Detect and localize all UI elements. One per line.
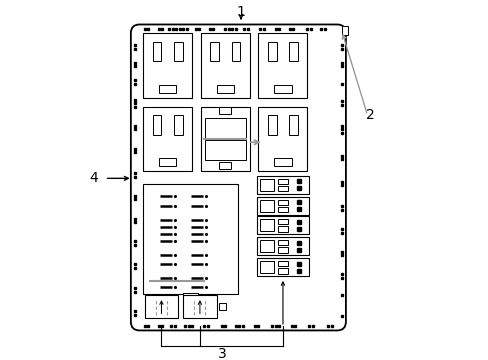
FancyBboxPatch shape: [277, 186, 287, 192]
FancyBboxPatch shape: [277, 207, 287, 212]
FancyBboxPatch shape: [256, 258, 308, 276]
FancyBboxPatch shape: [258, 33, 307, 98]
FancyBboxPatch shape: [258, 107, 307, 171]
FancyBboxPatch shape: [219, 303, 225, 310]
FancyBboxPatch shape: [277, 199, 287, 205]
FancyBboxPatch shape: [219, 162, 231, 168]
FancyBboxPatch shape: [159, 85, 176, 93]
FancyBboxPatch shape: [174, 116, 182, 135]
FancyBboxPatch shape: [277, 226, 287, 231]
FancyBboxPatch shape: [274, 158, 291, 166]
FancyBboxPatch shape: [267, 116, 276, 135]
FancyBboxPatch shape: [277, 179, 287, 184]
FancyBboxPatch shape: [182, 293, 198, 300]
FancyBboxPatch shape: [256, 216, 308, 234]
Text: 4: 4: [90, 171, 98, 185]
FancyBboxPatch shape: [277, 261, 287, 266]
FancyBboxPatch shape: [277, 247, 287, 252]
FancyBboxPatch shape: [341, 26, 347, 35]
FancyBboxPatch shape: [260, 261, 273, 274]
Text: 1: 1: [236, 5, 245, 19]
FancyBboxPatch shape: [256, 237, 308, 255]
FancyBboxPatch shape: [174, 42, 182, 61]
FancyBboxPatch shape: [289, 42, 297, 61]
FancyBboxPatch shape: [216, 85, 234, 93]
FancyBboxPatch shape: [231, 42, 240, 61]
FancyBboxPatch shape: [256, 197, 308, 215]
FancyBboxPatch shape: [201, 33, 249, 98]
FancyBboxPatch shape: [277, 268, 287, 274]
FancyBboxPatch shape: [152, 42, 161, 61]
FancyBboxPatch shape: [289, 116, 297, 135]
FancyBboxPatch shape: [277, 219, 287, 224]
Text: 2: 2: [365, 108, 374, 122]
FancyBboxPatch shape: [131, 24, 345, 330]
FancyBboxPatch shape: [143, 33, 192, 98]
FancyBboxPatch shape: [256, 176, 308, 194]
FancyBboxPatch shape: [277, 240, 287, 245]
FancyBboxPatch shape: [143, 107, 192, 171]
FancyBboxPatch shape: [210, 42, 219, 61]
FancyBboxPatch shape: [260, 219, 273, 231]
FancyBboxPatch shape: [204, 118, 245, 138]
FancyBboxPatch shape: [260, 240, 273, 252]
Text: 3: 3: [217, 347, 226, 360]
FancyBboxPatch shape: [152, 116, 161, 135]
FancyBboxPatch shape: [143, 184, 237, 294]
FancyBboxPatch shape: [267, 42, 276, 61]
FancyBboxPatch shape: [274, 85, 291, 93]
FancyBboxPatch shape: [144, 296, 178, 318]
FancyBboxPatch shape: [204, 140, 245, 160]
FancyBboxPatch shape: [260, 179, 273, 191]
FancyBboxPatch shape: [159, 158, 176, 166]
FancyBboxPatch shape: [201, 107, 249, 171]
FancyBboxPatch shape: [260, 200, 273, 212]
FancyBboxPatch shape: [219, 107, 231, 114]
FancyBboxPatch shape: [183, 296, 216, 318]
